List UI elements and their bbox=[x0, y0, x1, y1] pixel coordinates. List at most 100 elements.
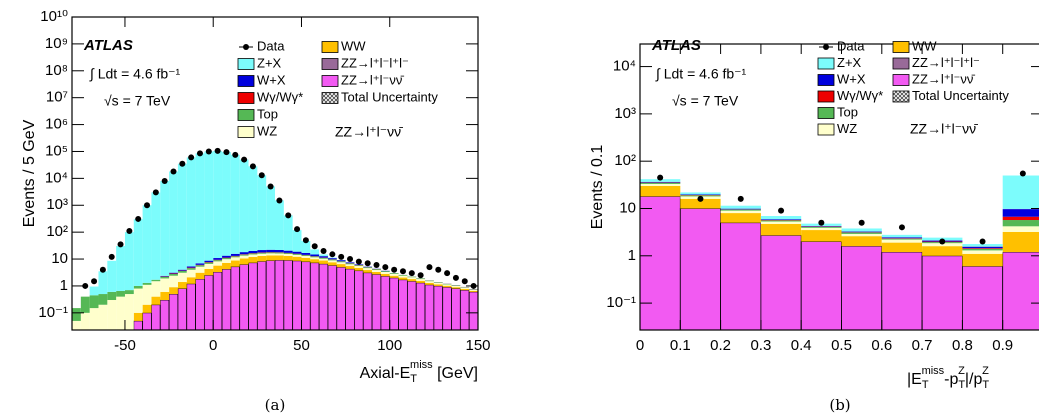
stack-bar bbox=[327, 260, 337, 263]
stack-bar bbox=[186, 157, 196, 267]
stack-bar bbox=[292, 260, 302, 330]
stack-bar bbox=[89, 295, 99, 309]
stack-bar bbox=[222, 152, 231, 256]
data-point bbox=[108, 253, 115, 260]
stack-bar bbox=[336, 264, 346, 268]
stack-bar bbox=[398, 279, 408, 330]
data-point bbox=[338, 253, 345, 260]
x-label-part: T bbox=[410, 373, 417, 385]
stack-bar bbox=[248, 262, 258, 330]
stack-bar bbox=[177, 288, 188, 330]
data-point bbox=[267, 183, 274, 190]
stack-bar bbox=[239, 264, 249, 330]
x-tick-label: 50 bbox=[293, 337, 310, 354]
data-point bbox=[276, 197, 283, 204]
stack-bar bbox=[451, 288, 461, 330]
data-point bbox=[258, 172, 265, 179]
stack-bar bbox=[801, 226, 842, 228]
x-tick-label: 0.1 bbox=[670, 337, 691, 354]
stack-bar bbox=[248, 257, 258, 263]
data-point bbox=[302, 237, 309, 244]
stack-bar bbox=[248, 254, 258, 258]
stack-bar bbox=[318, 263, 329, 330]
stack-bar bbox=[460, 288, 470, 291]
stack-bar bbox=[283, 215, 293, 251]
stack-bar bbox=[841, 228, 882, 232]
stack-bar bbox=[230, 260, 240, 267]
stack-bar bbox=[168, 293, 179, 330]
stack-bar bbox=[116, 245, 125, 291]
stack-bar bbox=[142, 284, 152, 305]
stack-bar bbox=[354, 270, 364, 330]
stack-bar bbox=[433, 284, 443, 286]
legend-label: Top bbox=[837, 104, 858, 119]
stack-bar bbox=[186, 266, 196, 268]
stack-bar bbox=[265, 260, 276, 330]
y-tick-label: 10 bbox=[619, 199, 636, 216]
stack-bar bbox=[881, 238, 923, 240]
stack-bar bbox=[186, 277, 196, 284]
stack-bar bbox=[336, 262, 346, 265]
stack-bar bbox=[680, 194, 721, 195]
data-point bbox=[196, 150, 203, 157]
x-tick-label: 0 bbox=[209, 337, 217, 354]
stack-bar bbox=[345, 268, 355, 330]
stack-bar bbox=[469, 289, 478, 291]
stack-bar bbox=[1002, 231, 1039, 253]
stack-bar bbox=[257, 175, 267, 251]
stack-bar bbox=[922, 243, 963, 247]
stack-bar bbox=[363, 267, 373, 269]
stack-bar bbox=[124, 290, 134, 295]
stack-bar bbox=[310, 249, 320, 255]
stack-bar bbox=[425, 280, 434, 282]
data-point bbox=[294, 226, 301, 233]
data-point bbox=[778, 207, 785, 214]
data-point bbox=[329, 251, 336, 258]
y-tick-label: 10⁹ bbox=[45, 35, 68, 52]
stack-bar bbox=[371, 273, 382, 330]
stack-bar bbox=[415, 282, 426, 330]
stack-bar bbox=[203, 274, 214, 330]
stack-bar bbox=[1002, 216, 1039, 221]
legend-swatch bbox=[817, 74, 835, 86]
stack-bar bbox=[1002, 220, 1039, 227]
x-tick-label: -50 bbox=[114, 337, 136, 354]
data-point bbox=[126, 228, 133, 235]
legend-label: W+X bbox=[837, 71, 866, 86]
stack-bar bbox=[301, 261, 311, 330]
x-label-part: -p bbox=[944, 371, 958, 388]
stack-bar bbox=[301, 255, 311, 258]
stack-bar bbox=[230, 154, 240, 254]
stack-bar bbox=[107, 260, 117, 292]
data-point bbox=[152, 189, 159, 196]
stack-bar bbox=[468, 291, 478, 330]
stack-bar bbox=[680, 192, 721, 195]
stack-bar bbox=[177, 272, 187, 283]
stack-bar bbox=[177, 269, 187, 271]
stack-bar bbox=[239, 159, 249, 253]
stack-bar bbox=[327, 265, 338, 330]
stack-bar bbox=[389, 275, 399, 278]
legend-swatch bbox=[321, 58, 339, 70]
stack-bar bbox=[327, 259, 337, 261]
stack-bar bbox=[1002, 226, 1039, 232]
stack-bar bbox=[169, 287, 178, 295]
stack-bar bbox=[266, 249, 275, 253]
stack-bar bbox=[801, 230, 842, 242]
stack-bar bbox=[72, 320, 81, 330]
stack-bar bbox=[640, 196, 681, 330]
stack-bar bbox=[177, 163, 187, 270]
stack-bar bbox=[283, 253, 293, 255]
stack-bar bbox=[354, 265, 364, 267]
stack-bar bbox=[363, 268, 373, 271]
data-point bbox=[391, 266, 398, 273]
stack-bar bbox=[195, 263, 205, 265]
stack-bar bbox=[222, 258, 231, 260]
stack-bar bbox=[760, 220, 802, 222]
stack-bar bbox=[327, 257, 337, 259]
stack-bar bbox=[380, 271, 390, 274]
stack-bar bbox=[424, 284, 435, 330]
data-point bbox=[1019, 170, 1026, 177]
data-point bbox=[657, 174, 664, 181]
legend-swatch bbox=[892, 74, 910, 86]
